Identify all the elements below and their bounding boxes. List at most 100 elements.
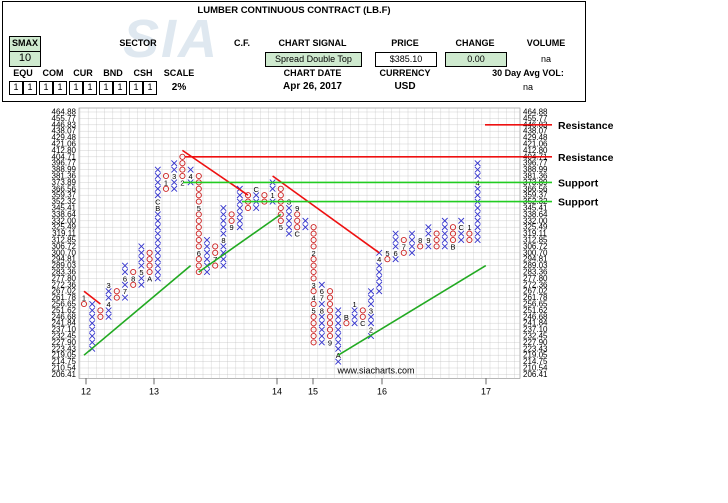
x-mark xyxy=(236,198,243,205)
x-mark xyxy=(89,332,96,340)
x-mark xyxy=(105,313,112,320)
x-mark xyxy=(269,185,276,192)
o-mark xyxy=(310,236,317,244)
column-month-label: 3 xyxy=(312,281,316,290)
resistance-level-label: Resistance xyxy=(558,120,614,132)
price-tick-left: 396.77 xyxy=(52,159,77,168)
price-tick-right: 214.75 xyxy=(523,357,548,366)
price-tick-left: 438.07 xyxy=(52,127,77,136)
price-tick-right: 294.81 xyxy=(523,255,548,264)
x-mark xyxy=(458,230,465,237)
x-mark xyxy=(220,230,227,237)
currency-label: CURRENCY xyxy=(379,68,431,78)
smax-value: 10 xyxy=(18,52,32,64)
x-mark xyxy=(318,281,325,288)
csh-label: CSH xyxy=(133,68,153,78)
csh-box: 1 xyxy=(129,81,143,95)
sector-label: SECTOR xyxy=(119,38,157,48)
o-mark xyxy=(162,172,170,180)
o-mark xyxy=(310,256,317,263)
x-mark xyxy=(154,236,161,244)
price-tick-right: 332.00 xyxy=(523,216,548,225)
x-mark xyxy=(154,166,161,173)
x-mark xyxy=(154,192,161,199)
o-mark xyxy=(466,236,473,244)
avg-vol-value: na xyxy=(522,82,533,92)
price-tick-left: 319.11 xyxy=(52,229,76,238)
x-mark xyxy=(154,224,161,231)
x-mark xyxy=(154,230,161,237)
x-mark xyxy=(154,256,161,263)
price-tick-right: 345.41 xyxy=(523,204,548,213)
price-tick-right: 319.11 xyxy=(523,229,547,238)
x-mark xyxy=(89,339,96,346)
x-mark xyxy=(138,256,145,263)
o-mark xyxy=(195,198,202,205)
price-tick-right: 300.70 xyxy=(523,248,548,257)
x-mark xyxy=(392,256,399,263)
price-tick-right: 464.88 xyxy=(523,108,548,117)
x-mark xyxy=(392,243,399,250)
x-mark xyxy=(474,204,481,212)
price-tick-right: 429.48 xyxy=(523,133,548,142)
o-mark xyxy=(326,320,334,327)
o-mark xyxy=(433,236,440,244)
x-mark xyxy=(441,236,448,244)
column-month-label: A xyxy=(147,274,152,283)
column-month-label: A xyxy=(336,351,341,360)
o-mark xyxy=(359,313,366,320)
o-mark xyxy=(294,224,301,231)
equ-box-b: 1 xyxy=(23,81,37,95)
o-mark xyxy=(400,236,407,244)
x-mark xyxy=(335,320,342,327)
o-mark xyxy=(400,249,407,256)
o-mark xyxy=(146,268,153,276)
price-tick-right: 256.65 xyxy=(523,300,548,309)
x-mark xyxy=(89,326,96,333)
o-mark xyxy=(326,288,334,295)
x-mark xyxy=(441,243,448,250)
price-tick-left: 421.06 xyxy=(52,140,77,149)
o-mark xyxy=(228,217,235,224)
x-mark xyxy=(253,204,260,212)
column-month-label: 8 xyxy=(131,274,135,283)
price-tick-right: 206.41 xyxy=(523,370,548,379)
column-month-label: 2 xyxy=(180,178,184,187)
x-mark xyxy=(474,230,481,237)
o-mark xyxy=(326,300,334,308)
o-mark xyxy=(449,230,457,237)
column-month-label: 1 xyxy=(82,294,86,303)
x-mark xyxy=(154,275,161,282)
price-tick-left: 289.03 xyxy=(52,261,77,270)
x-mark xyxy=(318,332,325,340)
price-tick-right: 251.62 xyxy=(523,306,548,315)
price-tick-left: 325.49 xyxy=(52,223,77,232)
price-tick-left: 223.43 xyxy=(52,344,77,353)
column-month-label: 5 xyxy=(312,306,316,315)
o-mark xyxy=(326,332,334,340)
x-mark xyxy=(318,326,325,333)
o-mark xyxy=(212,243,219,250)
o-mark xyxy=(162,185,170,192)
x-mark xyxy=(154,172,161,180)
price-tick-right: 388.99 xyxy=(523,165,548,174)
o-mark xyxy=(146,256,153,263)
price-tick-right: 241.84 xyxy=(523,319,548,328)
o-mark xyxy=(310,339,317,346)
column-month-label: 5 xyxy=(385,249,389,258)
o-mark xyxy=(195,185,202,192)
x-mark xyxy=(474,236,481,244)
x-mark xyxy=(408,236,416,244)
x-mark xyxy=(425,243,432,250)
o-mark xyxy=(449,224,457,231)
price-tick-right: 289.03 xyxy=(523,261,548,270)
column-month-label: 4 xyxy=(312,294,316,303)
x-mark xyxy=(335,307,342,314)
volume-label: VOLUME xyxy=(526,38,566,48)
x-mark xyxy=(376,262,383,269)
x-mark xyxy=(367,320,375,327)
x-mark xyxy=(171,160,178,167)
column-month-label: 2 xyxy=(312,249,316,258)
price-tick-right: 325.49 xyxy=(523,223,548,232)
x-mark xyxy=(121,281,129,288)
